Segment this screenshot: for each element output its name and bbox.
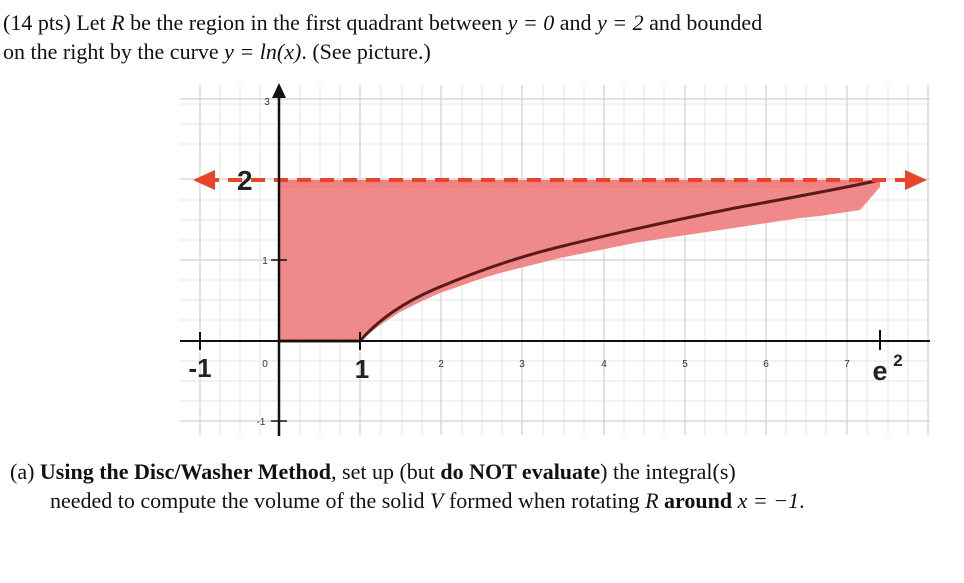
tick-label-x-5: 5	[682, 359, 688, 370]
problem-line-1: (14 pts) Let R be the region in the firs…	[3, 10, 763, 35]
tick-label-x-2: 2	[438, 359, 444, 370]
equation-y2: y = 2	[597, 10, 644, 35]
region-symbol: R	[111, 10, 125, 35]
points-label: (14 pts)	[3, 10, 71, 35]
left-arrow-icon	[193, 170, 215, 190]
tick-label-y-neg-one: -1	[257, 417, 266, 428]
tick-label-y-three: 3	[264, 97, 270, 108]
label-y-two: 2	[237, 165, 253, 196]
part-a-line-1: (a) Using the Disc/Washer Method, set up…	[10, 459, 736, 484]
rotation-axis-equation: x = −1	[737, 488, 800, 513]
label-x-neg-one: -1	[188, 353, 211, 383]
tick-label-x-4: 4	[601, 359, 607, 370]
tick-label-x-7: 7	[844, 359, 850, 370]
do-not-evaluate-emphasis: do NOT evaluate	[440, 459, 601, 484]
part-a-label: (a)	[10, 459, 35, 484]
equation-curve: y = ln(x)	[224, 39, 302, 64]
region-graph: 3 1 -1 0 2 3 4 5 6 7 2 -1 1 e 2	[180, 83, 930, 436]
tick-label-x-3: 3	[519, 359, 525, 370]
tick-label-x-zero: 0	[262, 359, 268, 370]
around-emphasis: around	[664, 488, 733, 513]
problem-line-2: on the right by the curve y = ln(x). (Se…	[3, 39, 431, 64]
tick-label-y-one: 1	[262, 256, 268, 267]
shaded-region-cap	[279, 180, 880, 188]
label-x-one: 1	[355, 354, 369, 384]
solid-symbol: V	[430, 488, 444, 513]
part-a-line-2: needed to compute the volume of the soli…	[50, 488, 805, 513]
label-x-e-base: e	[872, 356, 887, 386]
region-figure: 3 1 -1 0 2 3 4 5 6 7 2 -1 1 e 2	[175, 80, 935, 440]
y-axis-arrow-icon	[272, 83, 286, 98]
region-symbol-2: R	[645, 488, 659, 513]
right-arrow-icon	[905, 170, 927, 190]
part-a-question: (a) Using the Disc/Washer Method, set up…	[10, 457, 955, 515]
ln-curve	[358, 178, 881, 342]
equation-y0: y = 0	[507, 10, 555, 35]
label-x-e-exponent: 2	[893, 351, 902, 370]
shaded-region-R	[279, 180, 880, 341]
problem-statement: (14 pts) Let R be the region in the firs…	[3, 8, 958, 66]
method-emphasis: Using the Disc/Washer Method	[39, 459, 332, 484]
tick-label-x-6: 6	[763, 359, 769, 370]
